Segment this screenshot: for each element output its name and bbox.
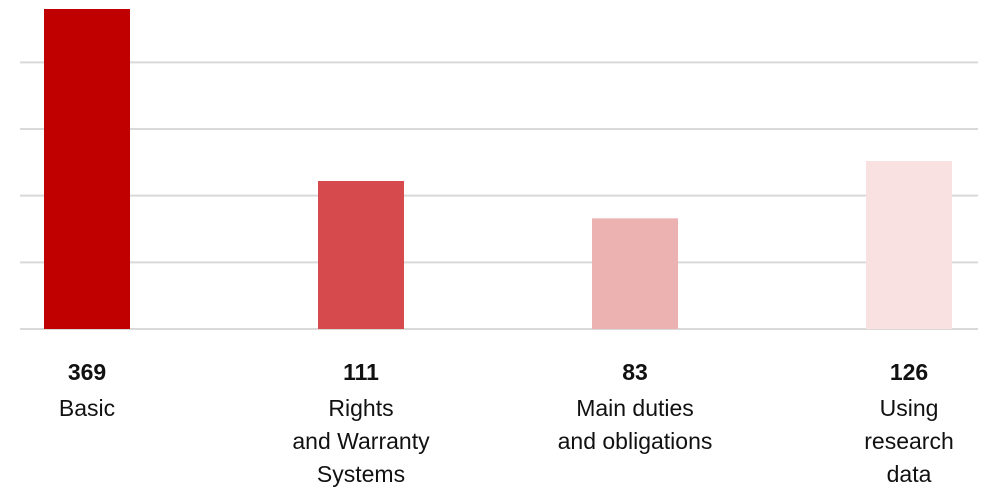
category-label: and obligations	[558, 428, 713, 454]
bar	[44, 9, 130, 329]
category-label: Rights	[328, 395, 393, 421]
grid	[20, 61, 978, 330]
category-label: research	[864, 428, 953, 454]
value-label: 369	[68, 359, 106, 385]
category-label: Main duties	[576, 395, 694, 421]
bars	[44, 9, 952, 329]
labels: 369 Basic 111 Rights and Warranty Systems 83 Ma…	[59, 359, 954, 487]
bar	[866, 161, 952, 329]
category-label: and Warranty	[292, 428, 430, 454]
bar	[592, 218, 678, 329]
category-label: data	[887, 461, 932, 487]
category-label: Using	[880, 395, 939, 421]
value-label: 126	[890, 359, 928, 385]
value-label: 111	[343, 359, 379, 385]
value-label: 83	[622, 359, 648, 385]
category-label: Basic	[59, 395, 115, 421]
bar	[318, 181, 404, 329]
category-label: Systems	[317, 461, 405, 487]
